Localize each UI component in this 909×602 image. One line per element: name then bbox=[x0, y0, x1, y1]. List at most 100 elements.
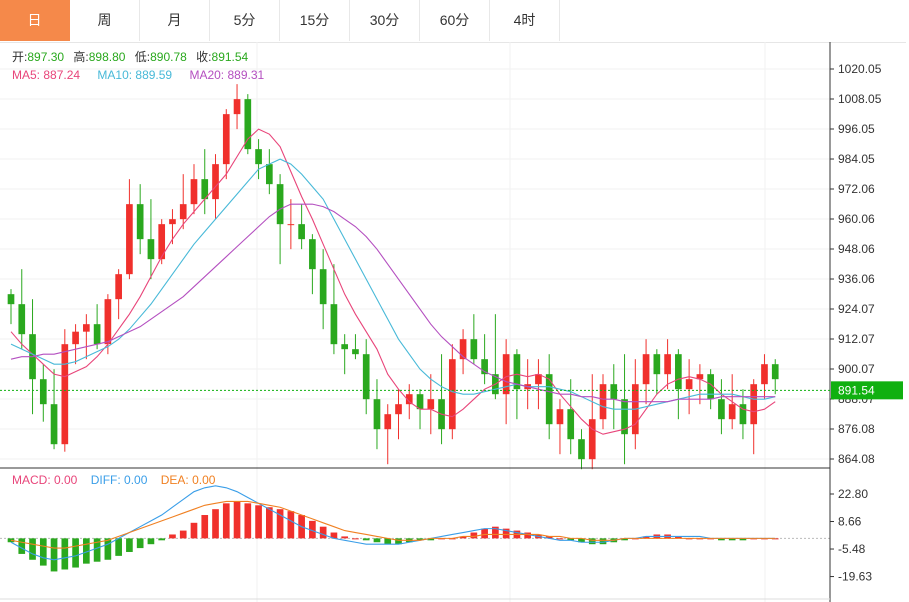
candle-body bbox=[610, 384, 618, 400]
macd-bar bbox=[599, 538, 607, 545]
candle-body bbox=[502, 354, 510, 395]
y-tick-label: 972.06 bbox=[838, 182, 875, 196]
candle-body bbox=[233, 99, 241, 115]
macd-bar bbox=[39, 538, 47, 566]
tab-5[interactable]: 30分 bbox=[350, 0, 420, 41]
candle-body bbox=[169, 219, 176, 225]
candle-body bbox=[373, 399, 381, 430]
macd-bar bbox=[29, 538, 36, 560]
candle-body bbox=[416, 394, 424, 410]
macd-bar bbox=[395, 538, 402, 545]
macd-bar bbox=[319, 526, 327, 539]
candle-body bbox=[352, 349, 359, 355]
y-tick-label: 1008.05 bbox=[838, 92, 882, 106]
macd-bar bbox=[61, 538, 69, 570]
macd-bar bbox=[481, 528, 488, 539]
macd-bar bbox=[502, 528, 510, 539]
candle-body bbox=[309, 239, 316, 270]
y-tick-label: 996.05 bbox=[838, 122, 875, 136]
macd-bar bbox=[104, 538, 112, 560]
macd-bar bbox=[621, 538, 628, 541]
macd-bar bbox=[352, 538, 359, 540]
candle-body bbox=[72, 331, 79, 345]
candle-body bbox=[621, 399, 628, 435]
candlestick-chart: 1020.05 1008.05 996.05 984.05 972.06 960.06 94… bbox=[0, 42, 903, 602]
candle-body bbox=[276, 184, 284, 225]
candle-body bbox=[395, 404, 402, 415]
candle-body bbox=[7, 294, 15, 305]
macd-bar bbox=[115, 538, 122, 556]
macd-bar bbox=[427, 538, 435, 541]
macd-bar bbox=[158, 538, 166, 541]
y-tick-label: 960.06 bbox=[838, 212, 875, 226]
candle-body bbox=[319, 269, 327, 305]
last-price-box bbox=[831, 381, 903, 400]
macd-bar bbox=[276, 509, 284, 539]
macd-bar bbox=[330, 532, 338, 539]
tab-2[interactable]: 月 bbox=[140, 0, 210, 41]
y-tick-label: 876.08 bbox=[838, 422, 875, 436]
candle-body bbox=[93, 324, 101, 345]
candle-body bbox=[50, 404, 58, 445]
candle-body bbox=[567, 409, 575, 440]
candle-body bbox=[728, 404, 736, 420]
candle-body bbox=[642, 354, 650, 385]
candle-body bbox=[115, 274, 122, 300]
macd-bar bbox=[459, 536, 467, 539]
macd-info: MACD: 0.00 DIFF: 0.00 DEA: 0.00 bbox=[12, 473, 216, 487]
candle-body bbox=[513, 354, 521, 390]
y-tick-label: 912.07 bbox=[838, 332, 875, 346]
tab-0[interactable]: 日 bbox=[0, 0, 70, 41]
macd-bar bbox=[190, 522, 198, 539]
candle-body bbox=[222, 114, 230, 165]
candle-body bbox=[158, 224, 166, 260]
macd-bar bbox=[233, 501, 241, 539]
candle-body bbox=[244, 99, 252, 150]
dea-line bbox=[10, 500, 776, 549]
macd-bar bbox=[545, 536, 553, 539]
candle-body bbox=[578, 439, 585, 460]
macd-bar bbox=[675, 536, 682, 539]
macd-bar bbox=[492, 526, 499, 539]
candle-body bbox=[255, 149, 262, 165]
macd-bar bbox=[373, 538, 381, 543]
candle-body bbox=[136, 204, 144, 240]
candle-body bbox=[18, 304, 26, 335]
macd-bar bbox=[642, 536, 650, 539]
candle-body bbox=[459, 339, 467, 360]
macd-bar bbox=[567, 538, 575, 541]
candle-body bbox=[448, 359, 456, 430]
candle-body bbox=[481, 359, 488, 375]
tab-6[interactable]: 60分 bbox=[420, 0, 490, 41]
candle-body bbox=[588, 419, 596, 460]
candle-body bbox=[83, 324, 90, 332]
candle-body bbox=[675, 354, 682, 390]
tab-3[interactable]: 5分 bbox=[210, 0, 280, 41]
macd-bar bbox=[470, 532, 478, 539]
period-tabs: 日周月 5分 15分 30分 60分 4时 bbox=[0, 0, 906, 43]
tab-4[interactable]: 15分 bbox=[280, 0, 350, 41]
candle-body bbox=[761, 364, 768, 385]
candle-body bbox=[179, 204, 187, 220]
macd-bar bbox=[179, 530, 187, 539]
tab-1[interactable]: 周 bbox=[70, 0, 140, 41]
candle-body bbox=[599, 384, 607, 420]
candle-body bbox=[362, 354, 370, 400]
ma10-line bbox=[10, 158, 776, 410]
candle-body bbox=[696, 374, 704, 380]
candle-body bbox=[427, 399, 435, 410]
macd-bar bbox=[136, 538, 144, 549]
macd-bar bbox=[341, 536, 349, 539]
macd-bar bbox=[578, 538, 585, 543]
macd-bar bbox=[362, 538, 370, 541]
candle-body bbox=[750, 384, 758, 425]
candle-body bbox=[104, 299, 112, 345]
macd-bar bbox=[212, 509, 219, 539]
macd-bar bbox=[222, 503, 230, 539]
macd-tick-label: 8.66 bbox=[838, 515, 862, 529]
macd-bar bbox=[72, 538, 79, 568]
tab-7[interactable]: 4时 bbox=[490, 0, 560, 41]
candle-body bbox=[61, 344, 69, 445]
y-tick-label: 864.08 bbox=[838, 452, 875, 466]
macd-bar bbox=[201, 515, 209, 539]
